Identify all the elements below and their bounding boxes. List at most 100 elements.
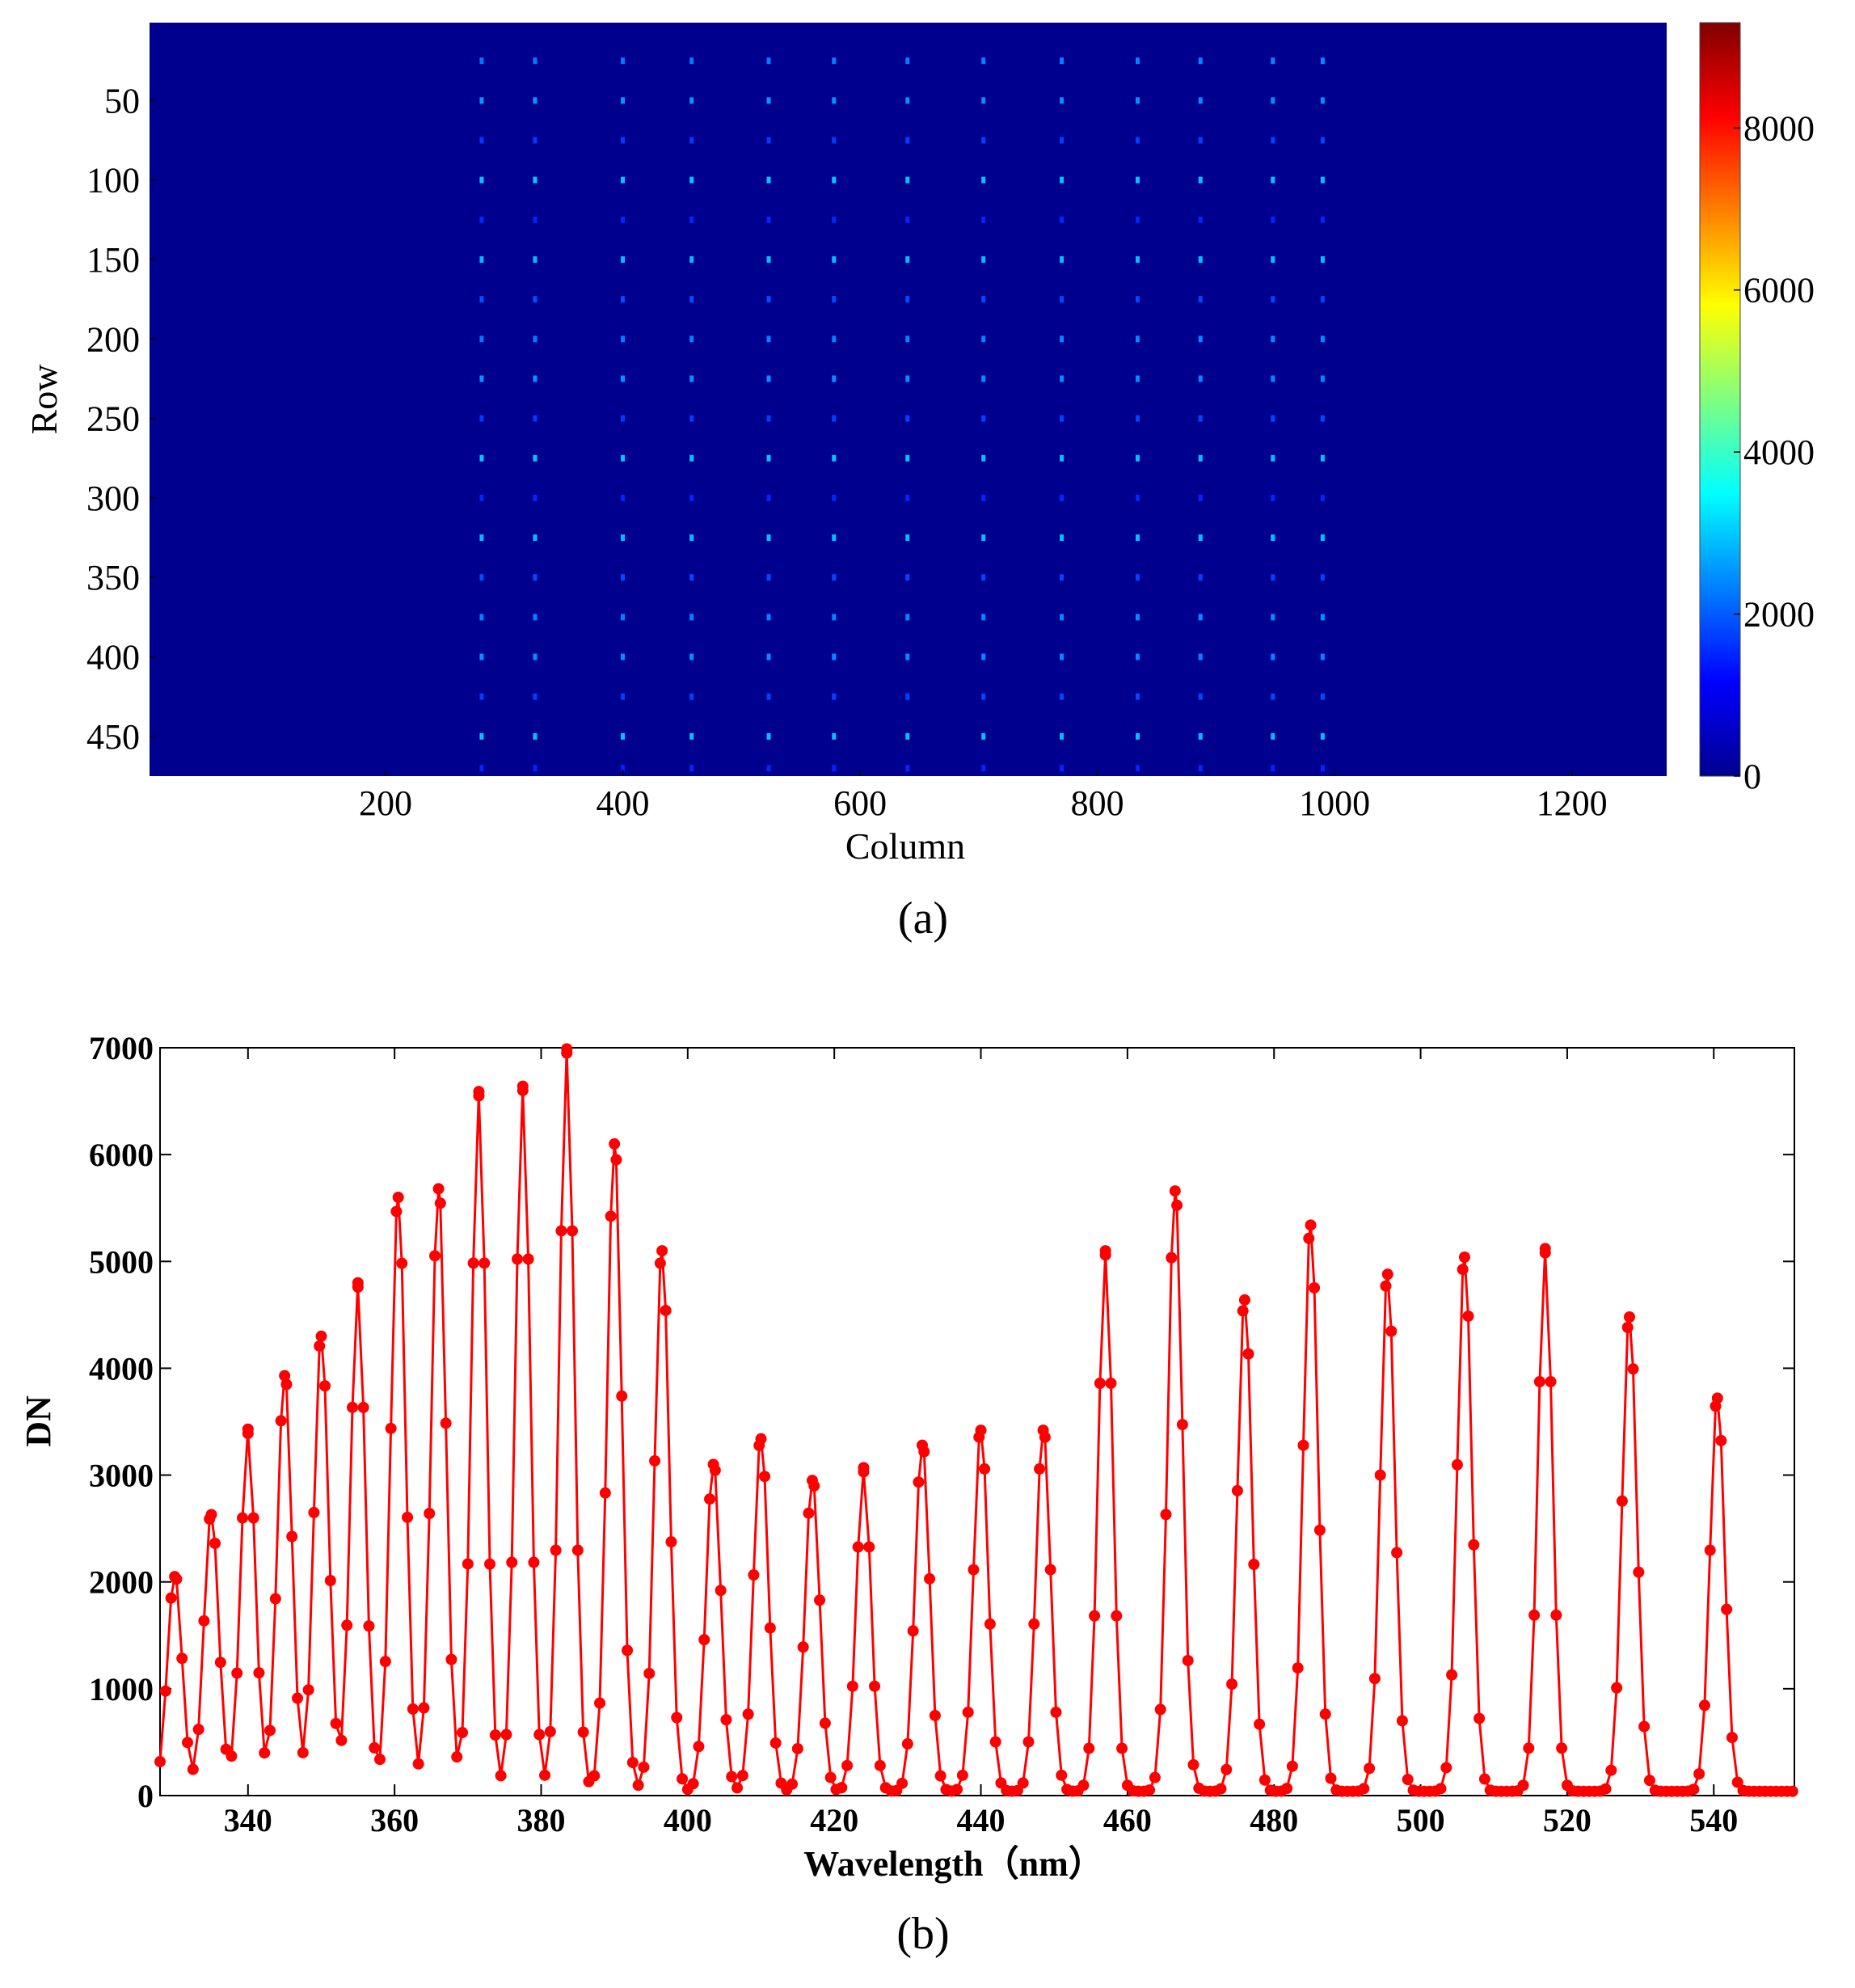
spectral-dot [1198, 653, 1203, 661]
spectrum-point [1440, 1762, 1452, 1774]
spectral-dot [1271, 375, 1275, 382]
spectrum-point [512, 1253, 524, 1265]
spectral-dot [479, 216, 484, 223]
spectrum-point [913, 1476, 925, 1488]
spectral-dot [689, 137, 694, 144]
spectrum-point [1693, 1768, 1705, 1780]
spectrum-point [1621, 1321, 1634, 1333]
spectrum-point [1731, 1776, 1743, 1788]
spectral-dot [689, 574, 694, 581]
spectrum-point [1286, 1760, 1298, 1772]
row-tick-label: 450 [86, 717, 140, 757]
spectrum-point [610, 1154, 622, 1166]
spectral-dot [533, 375, 538, 382]
spectral-dot [1060, 296, 1065, 303]
spectrum-point [209, 1537, 221, 1549]
spectrum-point [693, 1741, 705, 1753]
spectral-dot [905, 494, 910, 501]
spectrum-point [1462, 1310, 1474, 1322]
spectral-dot [621, 574, 626, 581]
spectrum-point [622, 1644, 634, 1657]
spectral-dot [533, 765, 538, 772]
spectrum-point [462, 1558, 474, 1570]
spectral-dot [533, 653, 538, 661]
spectral-dot [1060, 614, 1065, 621]
spectral-dot [766, 375, 771, 382]
spectral-dot [621, 375, 626, 382]
spectrum-point [1533, 1376, 1545, 1388]
spectrum-points [154, 1043, 1798, 1797]
spectral-dot [479, 375, 484, 382]
spectrum-point [1451, 1458, 1463, 1471]
spectral-dot [1060, 375, 1065, 382]
spectrum-point [934, 1770, 946, 1782]
spectral-dot [479, 137, 484, 144]
spectral-dot [1198, 216, 1203, 223]
spectral-dot [1198, 454, 1203, 462]
spectral-dot [1271, 765, 1275, 772]
spectral-dot [1135, 574, 1140, 581]
spectral-dot [832, 336, 837, 343]
spectral-dot [1135, 255, 1140, 263]
spectral-dot [981, 693, 986, 700]
spectrum-point [473, 1090, 485, 1102]
spectrum-point [1391, 1547, 1403, 1559]
colorbar [1699, 22, 1741, 777]
spectrum-point [1616, 1495, 1628, 1507]
spectral-dot [1135, 732, 1140, 740]
spectral-dot [533, 494, 538, 501]
spectral-dot [1198, 574, 1203, 581]
spectrum-point [1539, 1247, 1551, 1259]
spectral-dot [905, 454, 910, 462]
spectral-dot [479, 296, 484, 303]
row-tick-label: 250 [86, 399, 140, 439]
spectral-dot [766, 216, 771, 223]
spectrum-point [1396, 1715, 1408, 1727]
spectral-dot [689, 336, 694, 343]
spectral-dot [1060, 336, 1065, 343]
spectral-dot [1198, 534, 1203, 542]
spectral-dot [832, 494, 837, 501]
spectral-dot [1271, 614, 1275, 621]
spectral-dot [832, 653, 837, 661]
colorbar-tick-label: 4000 [1743, 433, 1815, 472]
spectrum-point [357, 1401, 369, 1413]
spectrum-point [432, 1183, 445, 1195]
spectrum-point [392, 1192, 404, 1203]
spectral-dot [905, 375, 910, 382]
spectral-dot [766, 614, 771, 621]
spectral-dot [533, 216, 538, 223]
spectrum-point [841, 1759, 854, 1771]
spectrum-point [457, 1727, 469, 1739]
spectrum-point [989, 1736, 1001, 1748]
spectrum-point [660, 1304, 672, 1316]
spectral-dot [1320, 454, 1325, 462]
spectrum-point [324, 1575, 336, 1587]
wavelength-tick-label: 440 [957, 1802, 1005, 1838]
spectrum-point [434, 1197, 446, 1209]
spectrum-point [495, 1770, 507, 1782]
spectrum-point [1094, 1377, 1106, 1389]
spectral-dot [533, 137, 538, 144]
spectral-dot [832, 415, 837, 422]
spectrum-point [616, 1390, 628, 1402]
spectrum-point [836, 1782, 848, 1794]
spectral-dot [533, 296, 538, 303]
spectral-dot [533, 97, 538, 104]
spectrum-point [165, 1592, 177, 1604]
spectrum-point [852, 1541, 864, 1553]
column-tick-label: 200 [359, 783, 412, 823]
spectral-dot [479, 336, 484, 343]
spectral-dot [1135, 176, 1140, 184]
spectrum-point [918, 1446, 930, 1458]
spectrum-point [1281, 1783, 1293, 1795]
spectral-dot [766, 137, 771, 144]
spectrum-point [1364, 1762, 1376, 1775]
spectrum-point [626, 1757, 639, 1769]
spectral-dot [905, 574, 910, 581]
spectrum-point [1292, 1662, 1304, 1674]
spectral-dot [1135, 534, 1140, 542]
spectral-dot [766, 255, 771, 263]
wavelength-tick-label: 460 [1103, 1802, 1152, 1838]
spectral-dot [1060, 693, 1065, 700]
